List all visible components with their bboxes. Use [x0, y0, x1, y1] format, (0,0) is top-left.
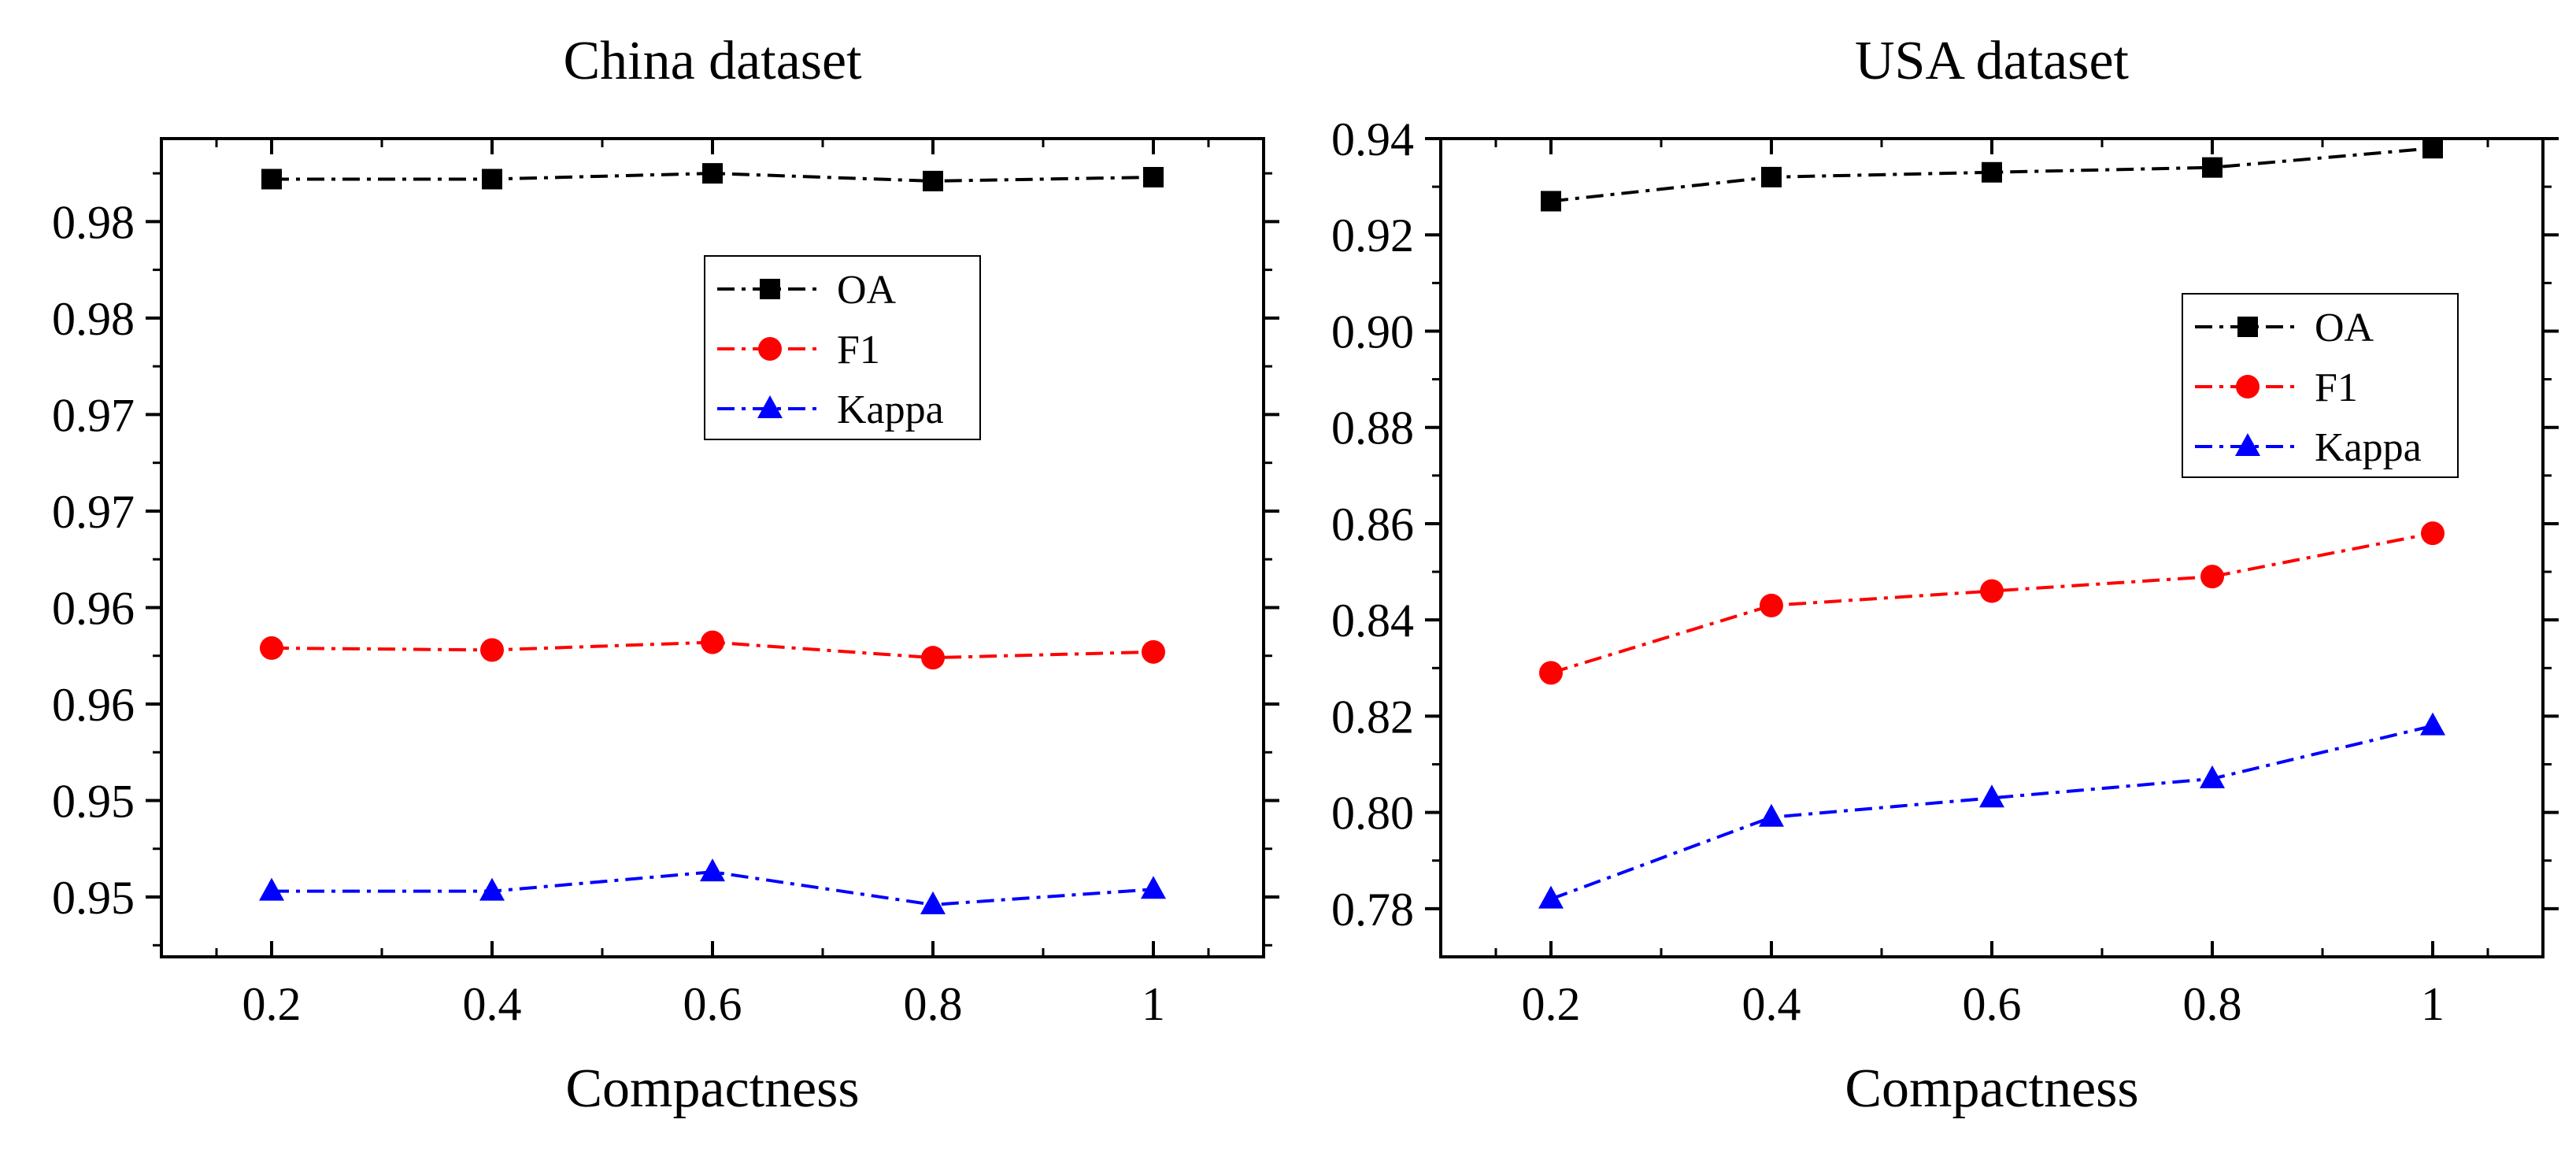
legend-label-kappa: Kappa — [2315, 425, 2422, 470]
data-point-f1 — [480, 638, 504, 662]
y-tick-label: 0.84 — [1331, 595, 1414, 647]
y-tick-label: 0.92 — [1331, 209, 1414, 261]
legend-marker-oa — [760, 279, 780, 299]
y-tick-label: 0.90 — [1331, 306, 1414, 358]
legend-box — [704, 255, 981, 440]
y-tick-label: 0.82 — [1331, 691, 1414, 743]
legend-label-kappa: Kappa — [837, 387, 944, 432]
legend-marker-oa — [2237, 317, 2258, 337]
data-point-f1 — [701, 630, 724, 654]
y-tick-label: 0.94 — [1331, 113, 1414, 165]
series-line-f1 — [1550, 532, 2434, 675]
chart-2: USA dataset 0.2 0.4 0.6 0.8 1 0.78 0.80 0.82 0.84… — [1331, 31, 2559, 1119]
legend-label-oa: OA — [2315, 306, 2374, 350]
legend-box — [2182, 293, 2459, 478]
data-point-kappa — [1759, 803, 1784, 827]
legend-marker-f1 — [2236, 375, 2260, 398]
data-point-f1 — [1980, 579, 2004, 603]
chart-1: China dataset 0.2 0.4 0.6 0.8 1 0.95 0.95 0.96 0.… — [52, 31, 1279, 1119]
data-point-kappa — [700, 858, 725, 882]
legend-label-f1: F1 — [837, 328, 880, 372]
data-point-kappa — [920, 891, 946, 914]
x-tick-label: 0.4 — [463, 978, 522, 1030]
data-point-oa — [702, 163, 723, 184]
x-axis-label: Compactness — [1845, 1058, 2138, 1119]
data-point-oa — [1761, 166, 1782, 187]
data-point-f1 — [921, 646, 945, 670]
data-point-f1 — [2421, 521, 2445, 546]
y-tick-label: 0.97 — [52, 389, 135, 441]
legend-marker-kappa — [757, 395, 783, 418]
x-tick-label: 0.6 — [683, 978, 742, 1030]
x-tick-label: 1 — [2421, 978, 2445, 1030]
x-tick-label: 0.2 — [242, 978, 302, 1030]
data-point-f1 — [1539, 661, 1563, 685]
data-point-f1 — [1760, 593, 1783, 617]
legend-marker-kappa — [2235, 433, 2260, 456]
data-point-oa — [261, 169, 282, 190]
x-tick-label: 0.2 — [1522, 978, 1581, 1030]
legend: OA F1 Kappa — [704, 255, 981, 440]
y-tick-label: 0.97 — [52, 486, 135, 538]
data-point-kappa — [2420, 712, 2445, 736]
y-tick-label: 0.98 — [52, 293, 135, 345]
data-point-oa — [923, 170, 943, 191]
y-tick-label: 0.86 — [1331, 499, 1414, 550]
x-tick-label: 0.8 — [2183, 978, 2242, 1030]
x-tick-label: 0.8 — [904, 978, 963, 1030]
data-point-kappa — [1538, 885, 1564, 909]
data-point-oa — [2422, 138, 2443, 159]
data-point-oa — [1982, 161, 2002, 183]
data-point-oa — [2202, 157, 2223, 178]
data-point-kappa — [1141, 876, 1166, 899]
data-point-kappa — [1979, 784, 2004, 808]
data-point-f1 — [260, 636, 283, 660]
legend: OA F1 Kappa — [2182, 293, 2459, 478]
y-tick-label: 0.96 — [52, 679, 135, 731]
plot-frame — [1439, 137, 2545, 958]
y-tick-label: 0.80 — [1331, 788, 1414, 840]
data-point-kappa — [479, 877, 505, 901]
data-point-oa — [1541, 191, 1561, 212]
data-point-kappa — [259, 877, 284, 901]
y-tick-label: 0.88 — [1331, 402, 1414, 454]
y-tick-label: 0.78 — [1331, 884, 1414, 936]
y-tick-label: 0.96 — [52, 582, 135, 634]
y-tick-label: 0.98 — [52, 196, 135, 248]
x-tick-label: 1 — [1142, 978, 1165, 1030]
data-point-oa — [482, 169, 502, 190]
data-point-oa — [1143, 167, 1164, 188]
chart-title: China dataset — [563, 31, 862, 91]
data-point-kappa — [2200, 765, 2225, 788]
y-tick-label: 0.95 — [52, 776, 135, 828]
x-tick-label: 0.4 — [1742, 978, 1801, 1030]
data-point-f1 — [2200, 565, 2224, 589]
data-point-f1 — [1142, 639, 1165, 664]
series-line-kappa — [1550, 724, 2434, 901]
legend-marker-f1 — [758, 337, 782, 361]
legend-label-f1: F1 — [2315, 365, 2358, 410]
legend-label-oa: OA — [837, 268, 897, 313]
chart-title: USA dataset — [1855, 31, 2130, 91]
x-axis-label: Compactness — [565, 1058, 859, 1119]
x-tick-label: 0.6 — [1963, 978, 2022, 1030]
y-tick-label: 0.95 — [52, 872, 135, 924]
